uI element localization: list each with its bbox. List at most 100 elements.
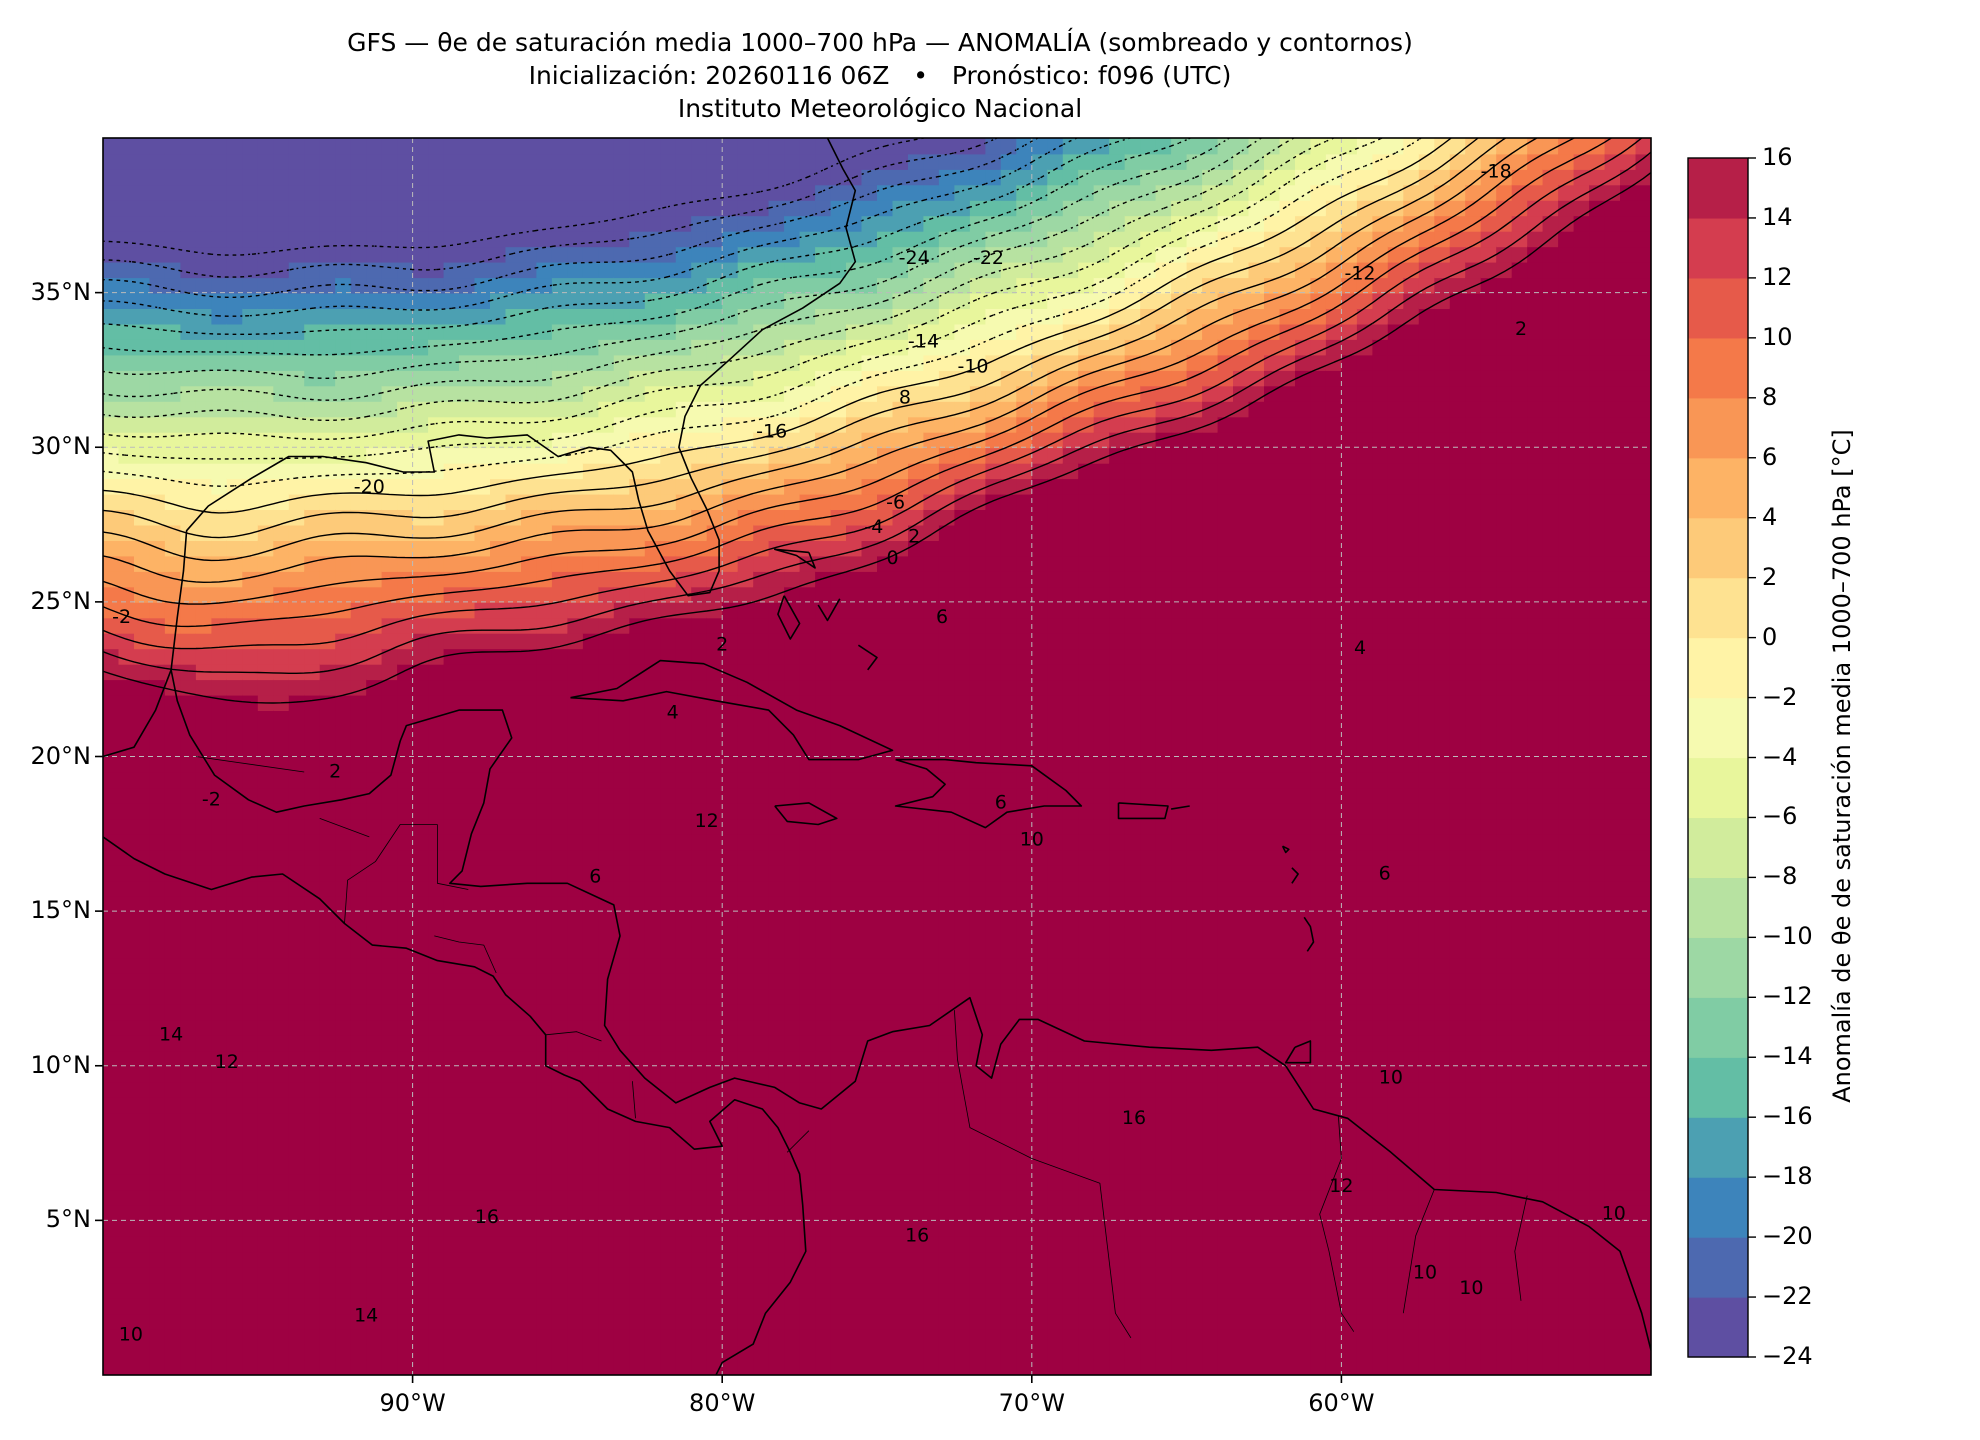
field-cell [675, 246, 693, 263]
field-cell [288, 138, 306, 155]
field-cell [226, 462, 244, 480]
field-cell [691, 818, 708, 835]
field-cell [815, 1050, 832, 1067]
field-cell [1031, 926, 1049, 943]
field-cell [412, 447, 429, 464]
field-cell [381, 973, 398, 990]
field-cell [691, 725, 708, 742]
field-cell [335, 277, 352, 294]
field-cell [428, 849, 445, 866]
field-cell [722, 725, 739, 742]
field-cell [443, 833, 460, 851]
field-cell [319, 509, 337, 526]
field-cell [846, 308, 863, 325]
field-cell [954, 926, 971, 943]
field-cell [722, 787, 739, 804]
field-cell [1047, 787, 1064, 804]
field-cell [846, 802, 863, 820]
field-cell [1016, 138, 1033, 155]
field-cell [366, 818, 383, 835]
field-cell [551, 663, 569, 681]
field-cell [1031, 880, 1049, 897]
field-cell [629, 710, 646, 727]
field-cell [180, 973, 197, 990]
field-cell [1047, 1158, 1064, 1175]
field-cell [706, 725, 724, 742]
title-line-2: Inicialización: 20260116 06Z • Pronóstic… [528, 61, 1232, 90]
field-cell [1016, 385, 1033, 402]
field-cell [938, 663, 956, 681]
field-cell [846, 586, 863, 603]
field-cell [753, 663, 770, 681]
field-cell [938, 277, 956, 294]
field-cell [675, 1112, 693, 1129]
field-cell [830, 1112, 847, 1129]
field-cell [613, 292, 631, 309]
field-cell [954, 710, 971, 727]
field-cell [459, 246, 476, 263]
field-cell [582, 1282, 600, 1299]
field-cell [536, 447, 553, 464]
field-cell [304, 400, 321, 418]
field-cell [923, 184, 940, 201]
field-cell [722, 988, 739, 1005]
field-cell [103, 184, 120, 201]
field-cell [613, 632, 631, 650]
field-cell [257, 787, 275, 804]
field-cell [675, 168, 693, 186]
field-cell [660, 586, 677, 603]
field-cell [706, 772, 724, 789]
field-cell [877, 694, 894, 711]
field-cell [443, 694, 460, 711]
field-cell [1047, 416, 1064, 433]
field-cell [149, 416, 166, 433]
field-cell [877, 509, 894, 526]
field-cell [428, 1344, 445, 1361]
field-cell [412, 864, 429, 882]
field-cell [861, 1251, 878, 1268]
field-cell [706, 911, 724, 928]
field-cell [134, 1065, 151, 1083]
field-cell [830, 1313, 847, 1330]
field-cell [273, 663, 290, 681]
field-cell [180, 431, 197, 449]
field-cell [211, 1065, 228, 1083]
field-cell [846, 741, 863, 758]
field-cell [335, 1266, 352, 1284]
field-cell [551, 849, 569, 866]
field-cell [613, 957, 631, 974]
field-cell [551, 277, 569, 294]
field-cell [582, 632, 600, 650]
field-cell [722, 1344, 739, 1361]
field-cell [459, 1019, 476, 1036]
field-cell [954, 833, 971, 851]
field-cell [938, 540, 956, 557]
field-cell [1031, 1328, 1049, 1345]
field-cell [428, 323, 445, 340]
field-cell [753, 509, 770, 526]
field-cell [103, 1158, 120, 1175]
field-cell [629, 1204, 646, 1222]
field-cell [969, 462, 987, 480]
field-cell [1016, 369, 1033, 387]
field-cell [613, 354, 631, 371]
field-cell [304, 308, 321, 325]
field-cell [273, 277, 290, 294]
field-cell [412, 1050, 429, 1067]
field-cell [722, 1034, 739, 1052]
field-cell [799, 215, 816, 232]
field-cell [799, 138, 816, 155]
field-cell [1031, 199, 1049, 217]
field-cell [350, 1050, 368, 1067]
field-cell [675, 648, 693, 665]
field-cell [257, 509, 275, 526]
field-cell [784, 215, 801, 232]
field-cell [753, 1235, 770, 1253]
field-cell [536, 1174, 553, 1191]
field-cell [582, 524, 600, 541]
field-cell [969, 1143, 987, 1160]
field-cell [1000, 509, 1018, 526]
field-cell [938, 1344, 956, 1361]
field-cell [211, 524, 228, 541]
field-cell [768, 540, 785, 557]
